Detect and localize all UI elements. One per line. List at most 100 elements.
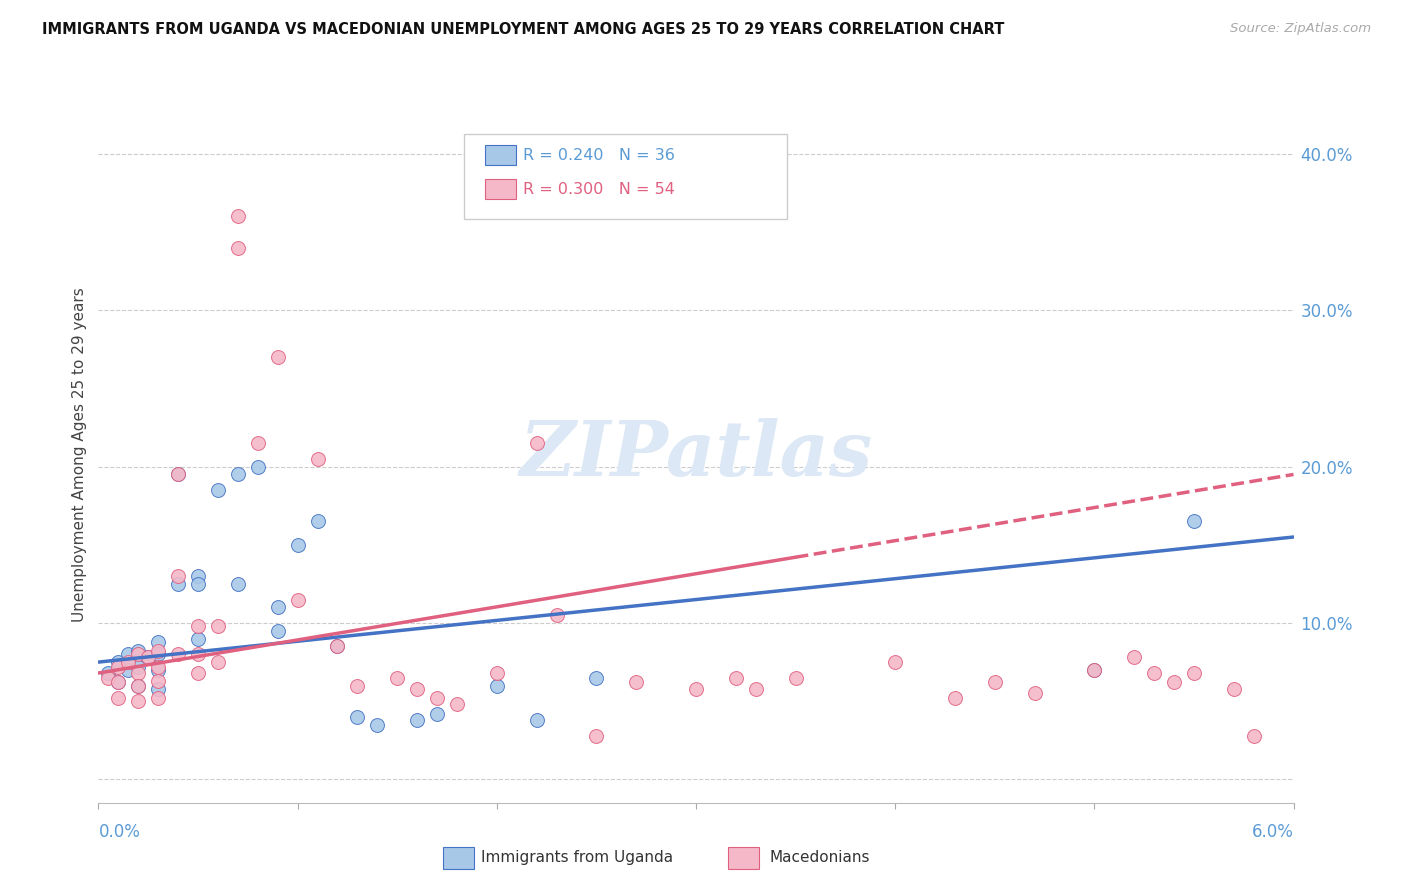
Text: ZIPatlas: ZIPatlas: [519, 418, 873, 491]
Point: [127, 647, 149, 661]
Point: [226, 210, 249, 224]
Point: [1123, 650, 1146, 665]
Point: [187, 666, 209, 681]
Text: 0.0%: 0.0%: [98, 822, 141, 840]
Text: 6.0%: 6.0%: [1251, 822, 1294, 840]
Point: [107, 675, 129, 690]
Point: [246, 459, 269, 474]
Point: [136, 650, 159, 665]
Point: [1083, 663, 1105, 677]
Point: [585, 671, 607, 685]
Point: [326, 640, 349, 654]
Point: [884, 655, 907, 669]
Point: [406, 713, 429, 727]
Point: [187, 619, 209, 633]
Point: [785, 671, 807, 685]
Point: [148, 691, 170, 706]
Point: [485, 679, 508, 693]
Point: [724, 671, 747, 685]
Point: [127, 679, 149, 693]
Point: [267, 624, 290, 638]
Point: [267, 350, 290, 364]
Point: [117, 655, 139, 669]
Point: [446, 698, 468, 712]
Point: [685, 681, 707, 696]
Point: [1083, 663, 1105, 677]
Point: [127, 666, 149, 681]
Point: [426, 691, 449, 706]
Point: [167, 467, 190, 482]
Point: [127, 694, 149, 708]
Point: [187, 632, 209, 646]
Point: [385, 671, 409, 685]
Point: [426, 706, 449, 721]
Point: [267, 600, 290, 615]
Point: [148, 644, 170, 658]
Point: [207, 483, 229, 497]
Text: R = 0.300   N = 54: R = 0.300 N = 54: [523, 182, 675, 196]
Point: [136, 650, 159, 665]
Point: [526, 713, 548, 727]
Point: [148, 634, 170, 648]
Point: [167, 577, 190, 591]
Point: [117, 663, 139, 677]
Point: [107, 691, 129, 706]
Text: R = 0.240   N = 36: R = 0.240 N = 36: [523, 148, 675, 162]
Point: [207, 655, 229, 669]
Point: [107, 660, 129, 674]
Text: IMMIGRANTS FROM UGANDA VS MACEDONIAN UNEMPLOYMENT AMONG AGES 25 TO 29 YEARS CORR: IMMIGRANTS FROM UGANDA VS MACEDONIAN UNE…: [42, 22, 1004, 37]
Point: [127, 679, 149, 693]
Point: [107, 675, 129, 690]
Point: [187, 577, 209, 591]
Point: [97, 666, 120, 681]
Point: [148, 663, 170, 677]
Point: [307, 451, 329, 466]
Point: [226, 467, 249, 482]
Point: [626, 675, 648, 690]
Text: Macedonians: Macedonians: [769, 850, 869, 864]
Point: [346, 679, 368, 693]
Point: [326, 640, 349, 654]
Point: [226, 577, 249, 591]
Point: [1223, 681, 1246, 696]
Point: [167, 467, 190, 482]
Point: [207, 619, 229, 633]
Point: [226, 241, 249, 255]
Point: [1163, 675, 1185, 690]
Point: [187, 647, 209, 661]
Point: [485, 666, 508, 681]
Point: [127, 660, 149, 674]
Point: [943, 691, 966, 706]
Point: [745, 681, 768, 696]
Point: [117, 647, 139, 661]
Point: [148, 673, 170, 688]
Point: [585, 729, 607, 743]
Point: [1024, 686, 1046, 700]
Point: [148, 647, 170, 661]
Point: [1182, 666, 1205, 681]
Point: [1182, 514, 1205, 528]
Point: [984, 675, 1007, 690]
Point: [187, 569, 209, 583]
Point: [366, 717, 388, 731]
Point: [346, 710, 368, 724]
Point: [97, 671, 120, 685]
Text: Immigrants from Uganda: Immigrants from Uganda: [481, 850, 673, 864]
Point: [167, 647, 190, 661]
Point: [307, 514, 329, 528]
Point: [148, 681, 170, 696]
Point: [526, 436, 548, 450]
Text: Source: ZipAtlas.com: Source: ZipAtlas.com: [1230, 22, 1371, 36]
Y-axis label: Unemployment Among Ages 25 to 29 years: Unemployment Among Ages 25 to 29 years: [72, 287, 87, 623]
Point: [167, 569, 190, 583]
Point: [127, 644, 149, 658]
Point: [1143, 666, 1166, 681]
Point: [546, 608, 568, 623]
Point: [148, 660, 170, 674]
Point: [406, 681, 429, 696]
Point: [1243, 729, 1265, 743]
Point: [107, 655, 129, 669]
Point: [287, 592, 309, 607]
Point: [246, 436, 269, 450]
Point: [287, 538, 309, 552]
